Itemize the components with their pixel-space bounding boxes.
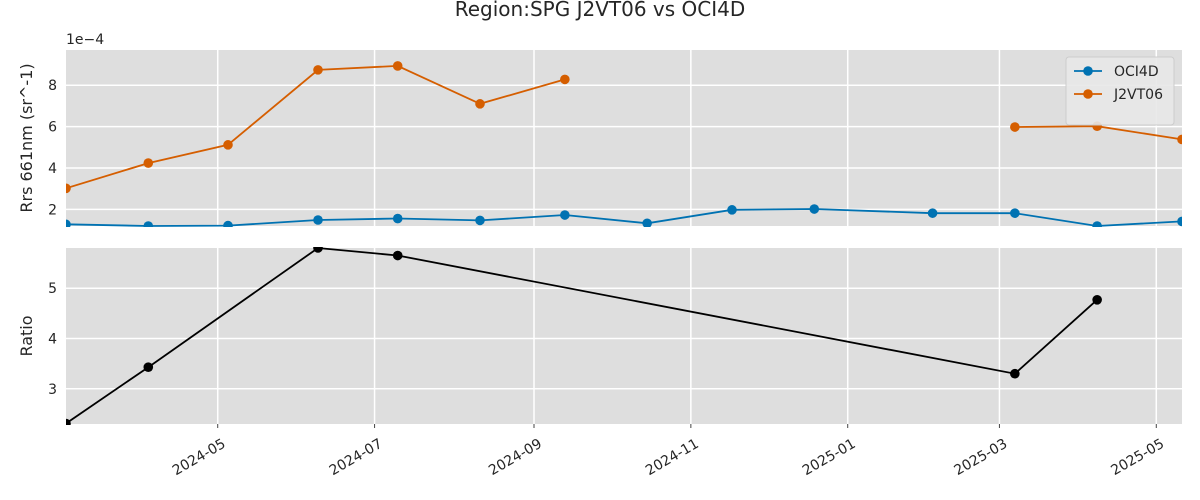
data-point [560,210,570,220]
data-point [727,205,737,215]
data-point [1177,134,1182,145]
data-point [1010,368,1020,379]
data-point [1177,216,1182,227]
y-tick-label: 8 [48,78,57,94]
series-group [66,61,1182,227]
chart-title: Region:SPG J2VT06 vs OCI4D [455,0,746,21]
x-tick-label: 2024-05 [170,436,229,479]
legend-marker [1083,89,1093,99]
data-point [313,215,323,225]
y-tick-label: 4 [48,161,57,177]
legend-entry: OCI4D [1114,64,1159,80]
data-point [1092,221,1102,227]
y-tick-label: 6 [48,120,57,136]
bottom-plot-area [66,248,1182,424]
data-point [66,219,71,227]
legend-marker [1083,66,1093,76]
data-point [1010,208,1020,218]
top-grid [66,50,1182,226]
legend-box [1065,56,1175,126]
y-tick-label: 5 [48,281,57,297]
data-point [809,204,820,214]
bottom-grid [66,248,1182,424]
top-panel: 2 4 6 8 1e−4 Rrs 661nm (sr^-1) OCI4D J2VT06 [17,32,1182,227]
x-tick-label: 2025-03 [952,436,1011,479]
x-tick-label: 2024-11 [643,436,702,479]
data-point [560,74,570,85]
data-point [143,221,154,227]
data-point [475,215,485,226]
top-y-ticks: 2 4 6 8 [48,78,57,218]
data-point [642,218,652,227]
legend-entry: J2VT06 [1113,87,1163,103]
legend: OCI4D J2VT06 [1065,56,1175,126]
data-point [313,247,323,253]
x-tick-label: 2024-09 [486,436,545,479]
data-point [1092,294,1102,305]
data-point [66,183,71,194]
x-tick-label: 2024-07 [327,436,386,479]
x-ticks: 2024-05 2024-07 2024-09 2024-11 2025-01 2025-… [170,424,1167,479]
top-y-axis-label: Rrs 661nm (sr^-1) [17,63,36,212]
bottom-panel: 345 Ratio 2024-05 2024-07 2024-09 2024-11 20… [17,247,1182,479]
series-group [66,247,1102,425]
y-tick-label: 3 [48,382,57,398]
data-point [475,99,485,109]
data-point [392,213,403,224]
data-point [143,158,154,168]
data-point [392,61,403,71]
bottom-series [66,247,1102,425]
data-point [392,250,403,261]
series-line [66,208,1182,227]
bottom-y-ticks: 3 4 5 [48,281,57,398]
data-point [1010,122,1020,132]
data-point [927,208,938,218]
data-point [143,362,154,372]
top-plot-area [66,50,1182,226]
top-series [66,61,1182,227]
x-tick-label: 2025-01 [800,436,859,479]
series-line [66,247,1098,425]
data-point [223,220,233,227]
y-offset-label: 1e−4 [66,32,104,48]
x-tick-label: 2025-05 [1108,436,1167,479]
y-tick-label: 2 [48,202,57,218]
data-point [223,140,233,150]
bottom-y-axis-label: Ratio [17,315,36,356]
y-tick-label: 4 [48,332,57,348]
data-point [66,418,71,425]
data-point [313,65,323,75]
